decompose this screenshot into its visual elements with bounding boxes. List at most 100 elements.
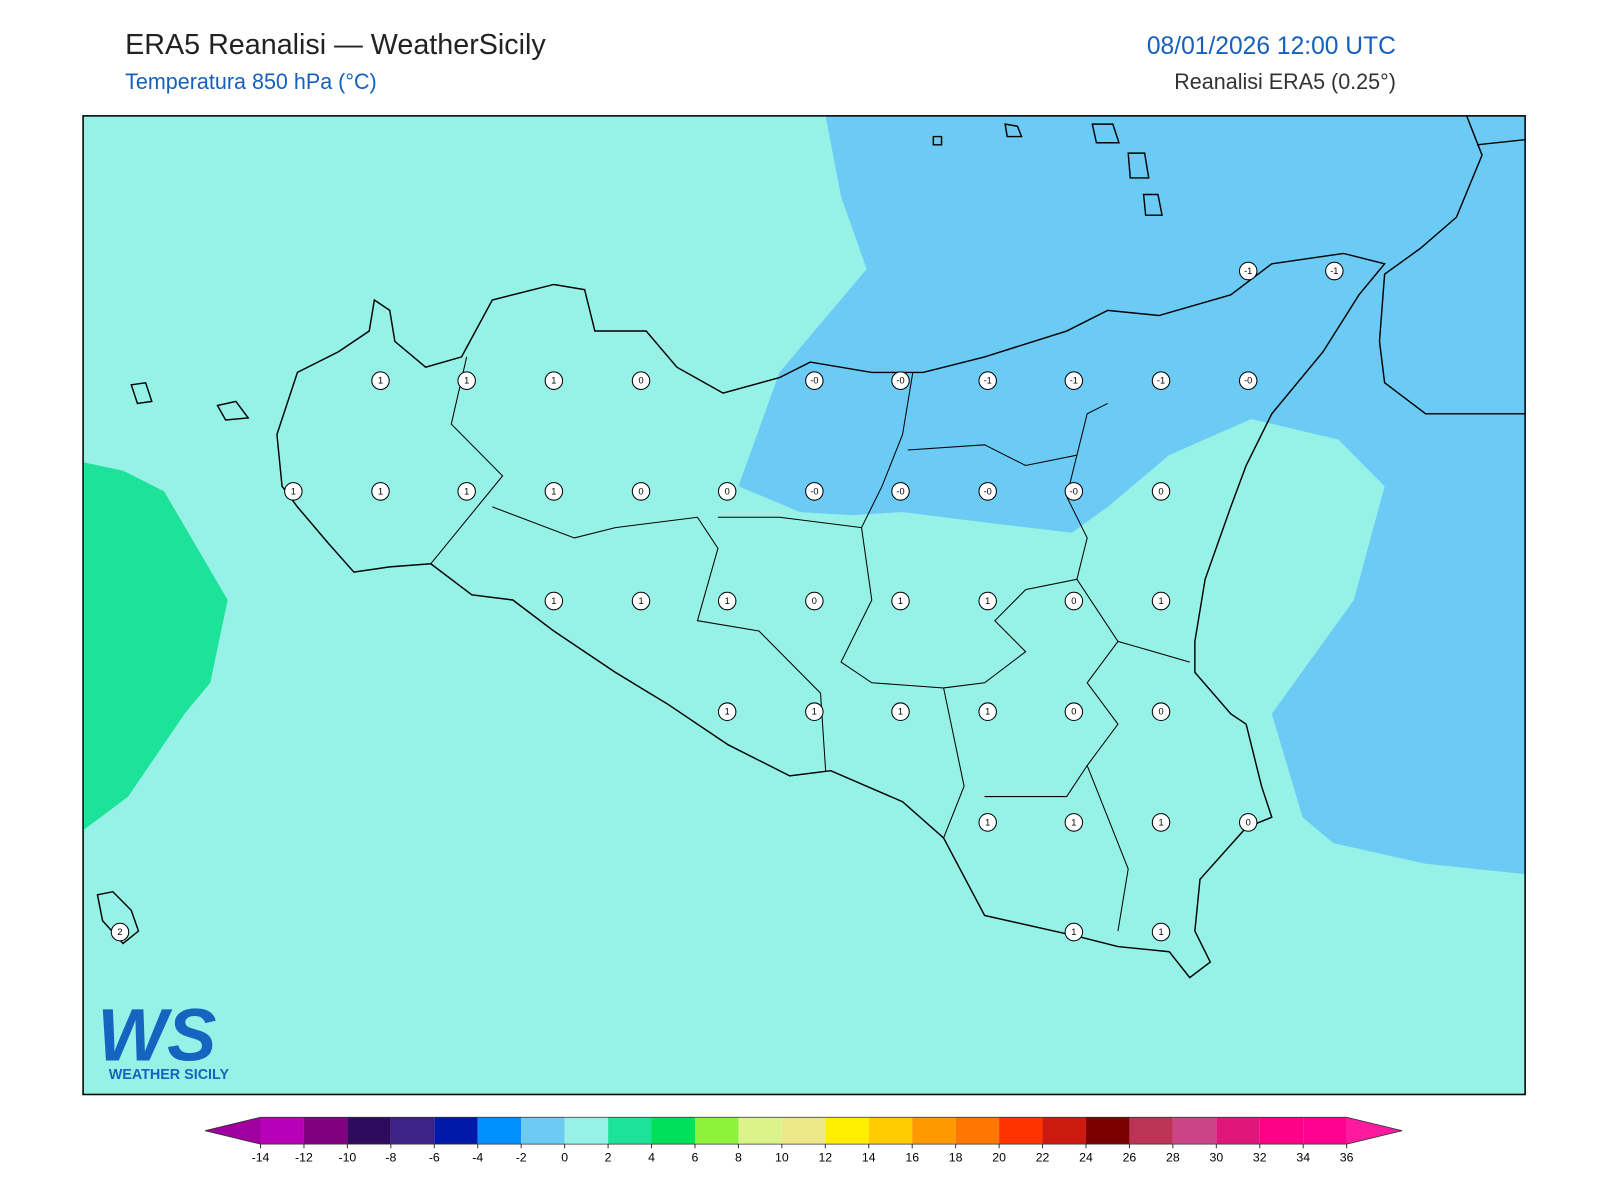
- station-marker: [1151, 702, 1171, 722]
- aeolian: [932, 123, 1163, 216]
- station-value: 1: [898, 707, 903, 717]
- colorbar-tick-label: -12: [295, 1151, 313, 1165]
- station-marker: [717, 482, 737, 501]
- station-marker: [805, 591, 824, 611]
- station-value: -1: [984, 376, 992, 386]
- station-marker: [1064, 371, 1084, 391]
- station-value: 1: [551, 596, 556, 606]
- station-marker: [1064, 922, 1084, 942]
- colorbar-tick-label: 34: [1296, 1151, 1310, 1165]
- colorbar-tick-label: 14: [862, 1151, 876, 1165]
- station-value: -1: [1244, 266, 1252, 276]
- colorbar-bin: [1085, 1117, 1130, 1145]
- station-marker: [717, 702, 737, 722]
- station-value: 1: [985, 596, 990, 606]
- station-value: -1: [1070, 376, 1078, 386]
- station-marker: [978, 482, 997, 501]
- colorbar-tick-label: 18: [949, 1151, 963, 1165]
- sicily-coast: [276, 252, 1386, 979]
- colorbar-tick-label: 0: [561, 1151, 568, 1165]
- station-marker: [1151, 482, 1171, 501]
- colorbar-tick-label: -4: [472, 1151, 483, 1165]
- colorbar-tick-label: 8: [735, 1151, 742, 1165]
- colorbar-tick-label: -10: [339, 1151, 357, 1165]
- colorbar-bin: [825, 1117, 869, 1145]
- station-marker: [1151, 813, 1171, 832]
- station-value: 1: [898, 596, 903, 606]
- station-values: -1 -1 1 1 1 0 -0 -0 -1 -1 -1 -0 1 1 1 1 0 0 -0 -0 -0 -0 0 1 1 1 0 1…: [110, 261, 1344, 942]
- station-marker: [978, 591, 997, 611]
- station-value: -0: [984, 486, 992, 496]
- map: -1 -1 1 1 1 0 -0 -0 -1 -1 -1 -0 1 1 1 1 0 0 -0 -0 -0 -0 0 1 1 1 0 1…: [82, 115, 1526, 1096]
- colorbar-bin: [564, 1117, 609, 1145]
- colorbar-bin: [1303, 1117, 1347, 1145]
- station-value: 1: [291, 486, 296, 496]
- colorbar-bin: [651, 1117, 695, 1145]
- colorbar-bin: [955, 1117, 1000, 1145]
- station-value: 1: [725, 707, 730, 717]
- station-value: 1: [985, 707, 990, 717]
- colorbar-tick-label: -14: [252, 1151, 270, 1165]
- station-value: -0: [810, 486, 818, 496]
- station-marker: [1238, 261, 1258, 281]
- colorbar-bin: [1259, 1117, 1304, 1145]
- station-value: 1: [1071, 927, 1076, 937]
- station-marker: [805, 482, 824, 501]
- station-value: 0: [1071, 707, 1076, 717]
- colorbar-bin: [912, 1117, 956, 1145]
- colorbar-bin: [390, 1117, 435, 1145]
- station-value: -0: [1244, 376, 1252, 386]
- coastline: [96, 115, 1526, 979]
- station-marker: [978, 702, 997, 722]
- station-value: 1: [464, 486, 469, 496]
- colorbar-bin: [521, 1117, 565, 1145]
- station-marker: [717, 591, 737, 611]
- colorbar-tick-label: 2: [605, 1151, 612, 1165]
- station-marker: [891, 371, 910, 391]
- subtitle: Temperatura 850 hPa (°C): [125, 69, 377, 94]
- station-marker: [631, 591, 651, 611]
- datetime: 08/01/2026 12:00 UTC: [1147, 33, 1396, 60]
- colorbar-bin: [477, 1117, 522, 1145]
- calabria-coast: [1378, 115, 1526, 415]
- station-marker: [1151, 591, 1171, 611]
- station-value: 1: [985, 817, 990, 827]
- station-marker: [1238, 813, 1258, 832]
- provinces: [430, 356, 1190, 932]
- colorbar-tick-label: 36: [1340, 1151, 1354, 1165]
- station-marker: [891, 702, 910, 722]
- colorbar-bin: [738, 1117, 782, 1145]
- station-value: 0: [1158, 486, 1163, 496]
- map-frame: [82, 115, 1526, 1096]
- station-marker: [1151, 371, 1171, 391]
- station-marker: [371, 371, 390, 391]
- station-marker: [284, 482, 303, 501]
- station-value: 0: [1158, 707, 1163, 717]
- station-value: 1: [1158, 596, 1163, 606]
- station-value: 1: [1071, 817, 1076, 827]
- colorbar: -14 -12 -10 -8 -6 -4 -2 0 2 4 6 8 10 12 14 16 18 20 22 24 26…: [205, 1116, 1403, 1165]
- station-value: 1: [638, 596, 643, 606]
- station-value: 0: [812, 596, 817, 606]
- station-marker: [1064, 482, 1084, 501]
- colorbar-tick-label: 22: [1036, 1151, 1050, 1165]
- station-marker: [978, 813, 997, 832]
- colorbar-bin: [999, 1117, 1043, 1145]
- station-value: 1: [378, 376, 383, 386]
- colorbar-tick-label: 6: [692, 1151, 699, 1165]
- colorbar-tick-label: 28: [1166, 1151, 1180, 1165]
- colorbar-tick-label: -6: [429, 1151, 440, 1165]
- station-value: -1: [1157, 376, 1165, 386]
- colorbar-bin: [1042, 1117, 1086, 1145]
- station-marker: [1064, 813, 1084, 832]
- station-marker: [1064, 702, 1084, 722]
- station-value: -0: [896, 376, 904, 386]
- station-marker: [891, 482, 910, 501]
- station-marker: [1325, 261, 1344, 281]
- colorbar-bin: [260, 1117, 304, 1145]
- colorbar-tick-label: 20: [992, 1151, 1006, 1165]
- station-marker: [110, 922, 130, 942]
- station-value: 1: [551, 486, 556, 496]
- colorbar-bin: [781, 1117, 826, 1145]
- station-value: 1: [378, 486, 383, 496]
